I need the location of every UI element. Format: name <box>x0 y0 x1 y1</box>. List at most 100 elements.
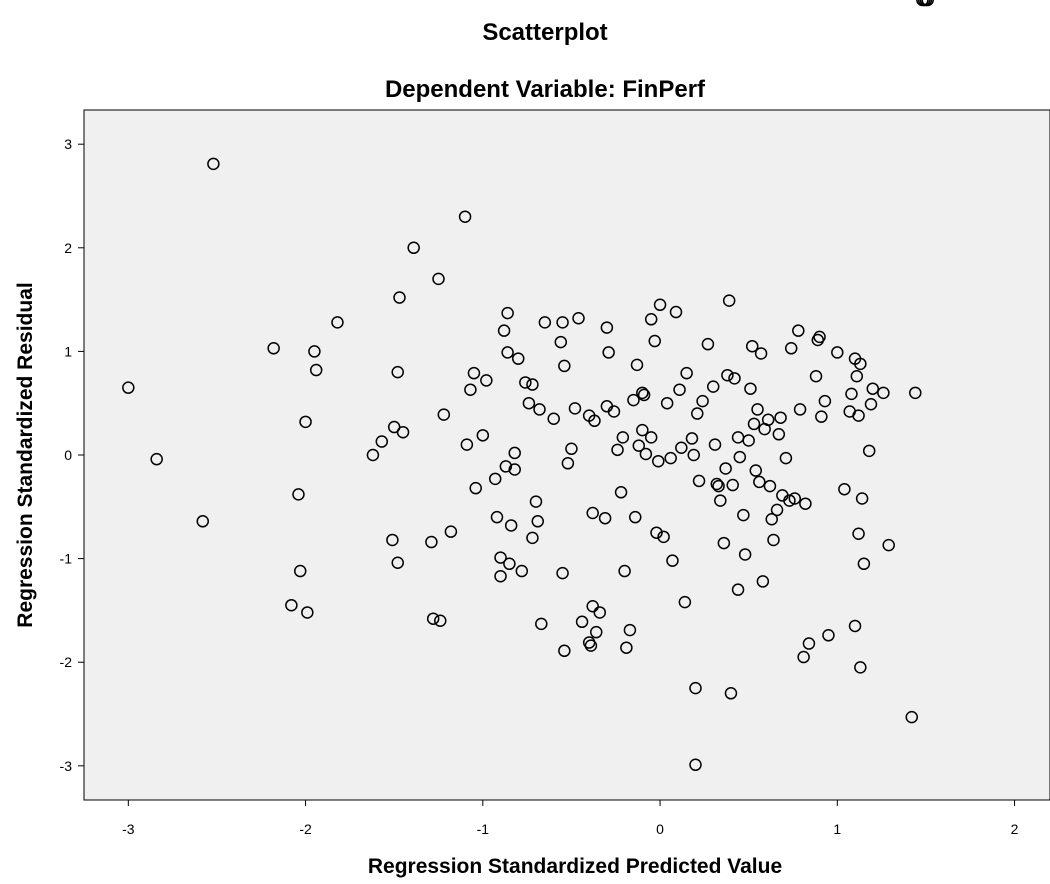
scatter-point <box>554 335 568 349</box>
scatter-point <box>589 625 603 639</box>
x-tick-label: 0 <box>656 821 664 837</box>
scatter-point <box>909 386 922 400</box>
scatter-point <box>497 324 511 337</box>
scatter-point <box>434 614 447 628</box>
scatter-point <box>660 396 674 410</box>
scatter-point <box>857 557 871 571</box>
scatter-point <box>721 368 734 382</box>
scatter-point <box>285 598 298 612</box>
scatter-point <box>813 330 826 344</box>
scatter-point <box>494 551 507 564</box>
scatter-point <box>710 477 724 491</box>
x-tick-label: 1 <box>833 821 841 837</box>
scatter-point <box>600 321 614 334</box>
scatter-point <box>522 396 536 410</box>
scatter-point <box>744 382 757 395</box>
scatter-point <box>533 403 546 416</box>
scatter-point <box>866 382 880 395</box>
y-tick-label: 2 <box>64 240 72 256</box>
scatter-point <box>706 380 720 393</box>
scatter-point <box>407 241 420 255</box>
scatter-point <box>717 536 731 550</box>
scatter-point <box>809 370 823 383</box>
scatter-point <box>749 464 763 477</box>
scatter-point <box>432 272 445 286</box>
scatter-point <box>792 324 805 337</box>
y-tick-label: -2 <box>60 654 73 670</box>
y-axis-label: Regression Standardized Residual <box>14 282 37 627</box>
scatter-point <box>728 372 741 385</box>
scatter-point <box>877 386 890 400</box>
scatter-point <box>508 463 521 476</box>
scatter-point <box>650 526 663 539</box>
scatter-point <box>862 444 876 458</box>
scatter-point <box>774 411 787 424</box>
scatter-point <box>657 530 670 544</box>
scatter-point <box>738 548 752 561</box>
scatter-point <box>391 556 404 569</box>
scatter-point <box>652 454 665 468</box>
scatter-point <box>512 352 525 365</box>
scatter-point <box>501 306 514 320</box>
scatter-point <box>733 450 747 464</box>
scatter-point <box>426 612 440 625</box>
scatter-point <box>494 569 507 583</box>
scatter-point <box>701 337 715 351</box>
scatter-point <box>673 383 686 396</box>
y-tick-label: -1 <box>60 551 73 567</box>
scatter-point <box>767 533 780 547</box>
scatter-point <box>852 527 865 540</box>
scatter-point <box>793 403 807 416</box>
scatter-point <box>751 403 764 416</box>
chart-title: Scatterplot <box>482 19 607 46</box>
scatter-point <box>731 583 745 596</box>
scatter-point <box>535 617 548 631</box>
scatter-point <box>770 503 784 517</box>
scatter-point <box>692 474 706 488</box>
scatter-point <box>678 595 692 609</box>
scatter-point <box>519 376 532 389</box>
scatter-point <box>586 506 599 520</box>
scatter-point <box>556 316 569 329</box>
scatter-point <box>526 531 539 545</box>
scatter-point <box>818 394 832 408</box>
scatter-point <box>308 345 321 358</box>
scatter-point <box>620 641 633 654</box>
scatter-point <box>565 442 578 456</box>
scatter-point <box>680 366 693 380</box>
scatter-point <box>618 564 631 578</box>
scatter-point <box>753 475 766 489</box>
scatter-point <box>630 358 644 372</box>
scatter-point <box>724 687 738 700</box>
scatter-point <box>783 494 796 507</box>
scatter-point <box>772 428 786 441</box>
scatter-point <box>848 619 862 633</box>
scatter-point <box>122 381 135 394</box>
scatter-point <box>504 519 518 532</box>
scatter-point <box>467 366 481 380</box>
scatter-point <box>196 515 210 528</box>
scatter-point <box>503 557 516 571</box>
scatter-point <box>561 457 575 470</box>
scatter-point <box>905 710 918 724</box>
scatter-point <box>845 387 858 401</box>
scatter-point <box>799 497 812 510</box>
scatter-point <box>575 615 589 629</box>
scatter-point <box>763 479 777 493</box>
scatter-point <box>531 515 545 528</box>
scatter-point <box>737 508 750 522</box>
scatter-point <box>639 447 653 461</box>
scatter-point <box>882 538 895 552</box>
scatter-point <box>396 425 410 439</box>
scatter-point <box>696 394 709 408</box>
scatter-point <box>437 408 451 421</box>
scatter-point <box>708 438 722 451</box>
scatter-point <box>598 511 612 525</box>
y-axis: -3 -2 -1 0 1 2 3 <box>60 136 84 774</box>
scatter-point <box>802 637 816 650</box>
scatter-point <box>675 441 688 454</box>
scatter-point <box>150 452 163 466</box>
scatter-point <box>476 429 490 442</box>
scatter-point <box>712 479 725 493</box>
